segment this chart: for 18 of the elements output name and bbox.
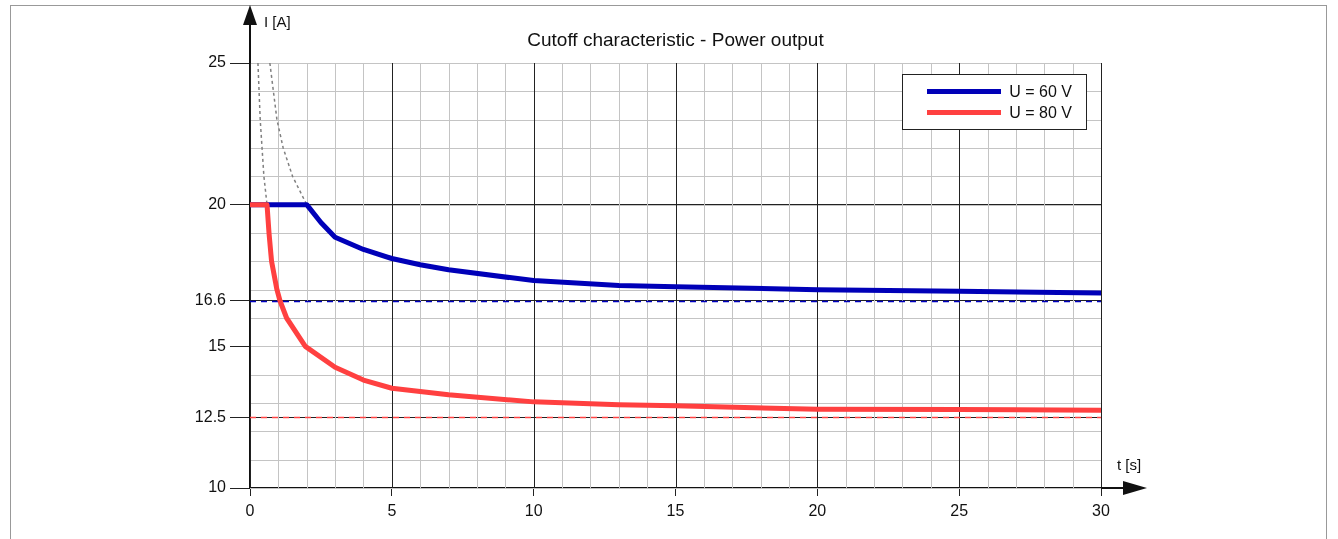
y-tick-label: 25 [208, 53, 227, 71]
x-tick-label: 5 [387, 502, 397, 520]
x-tick-label: 10 [524, 502, 543, 520]
x-tick-label: 30 [1092, 502, 1110, 520]
y-tick-label: 15 [208, 336, 227, 354]
y-axis-title: I [A] [264, 13, 291, 31]
y-tick-label: 20 [208, 195, 227, 213]
chart-title: Cutoff characteristic - Power output [527, 29, 825, 51]
legend-label: U = 80 V [1009, 103, 1072, 122]
y-tick-label: 12.5 [194, 407, 227, 425]
legend-label: U = 60 V [1009, 82, 1072, 101]
y-tick-label: 16.6 [194, 291, 227, 309]
x-tick-label: 0 [245, 502, 255, 520]
x-axis-title: t [s] [1117, 456, 1142, 474]
x-tick-label: 25 [950, 502, 969, 520]
y-tick-label: 10 [208, 478, 227, 496]
x-tick-label: 20 [808, 502, 827, 520]
x-tick-label: 15 [666, 502, 685, 520]
